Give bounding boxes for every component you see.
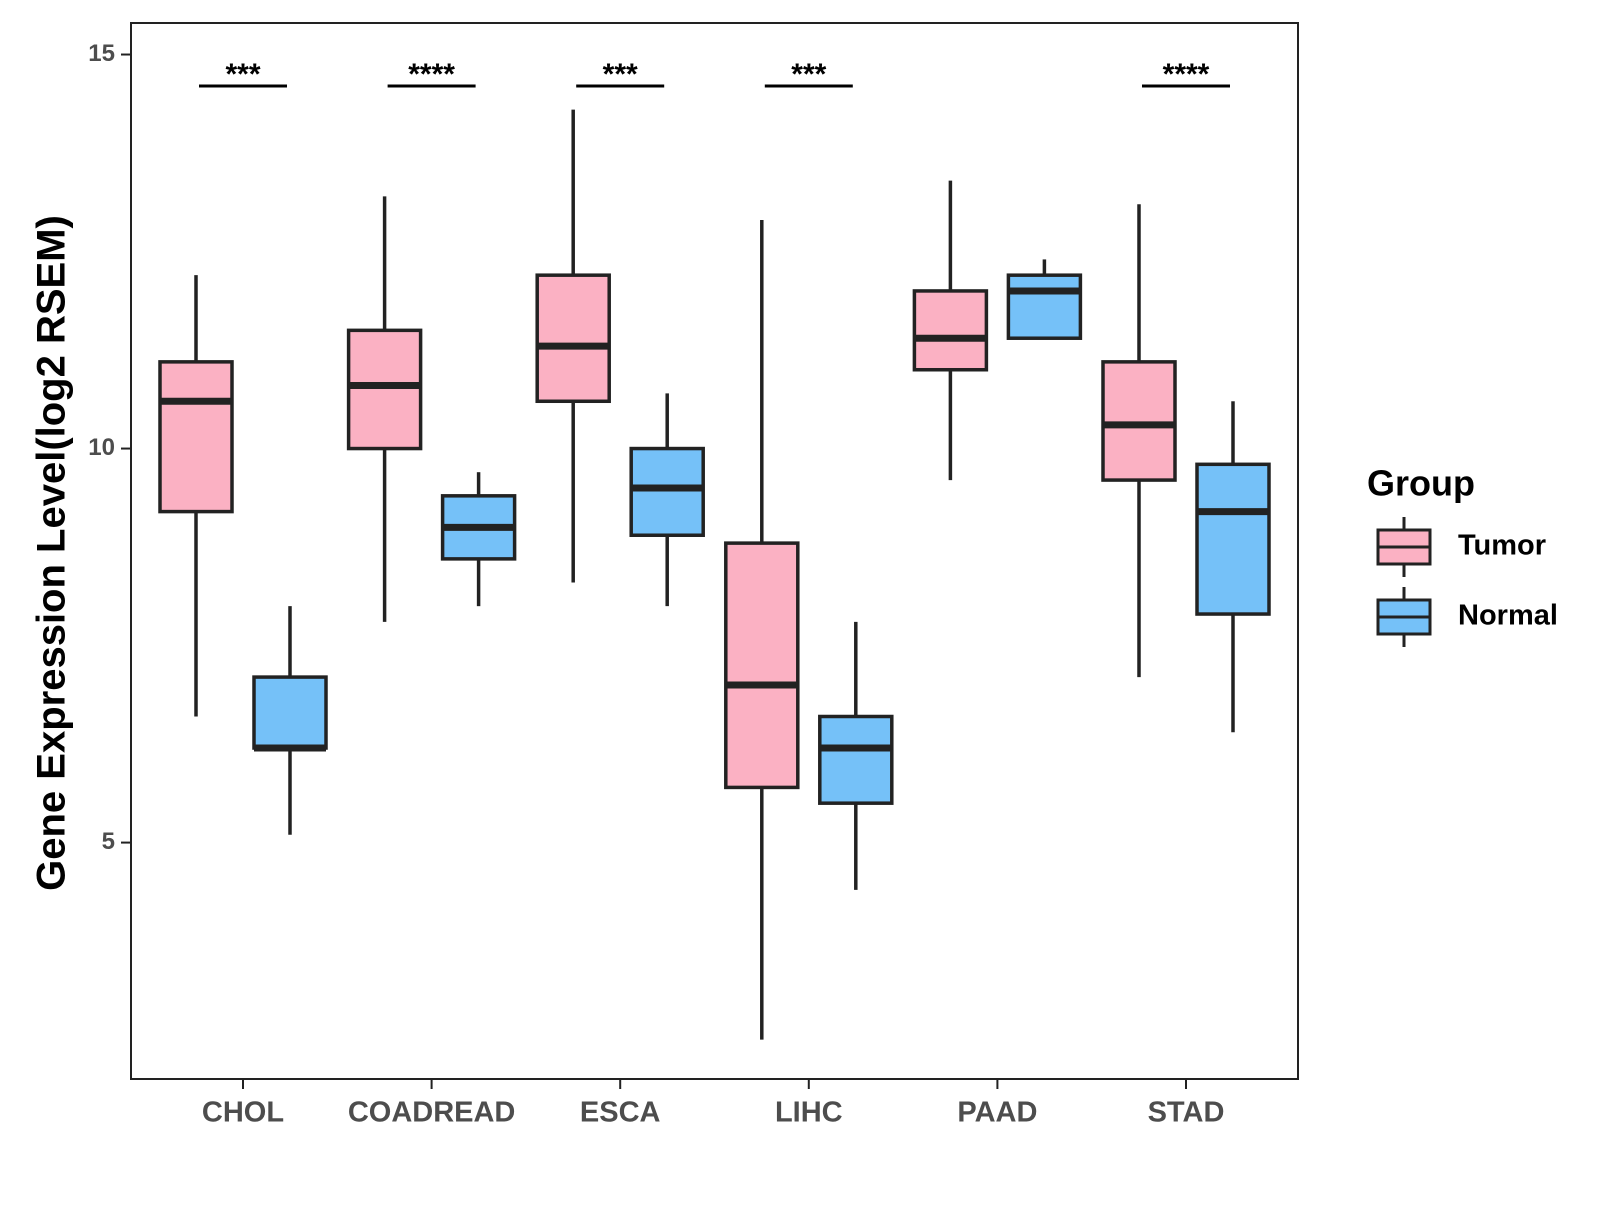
box-tumor-chol: [158, 275, 234, 717]
box-normal-paad: [1006, 259, 1083, 340]
x-tick-label: LIHC: [775, 1097, 843, 1129]
plot-panel-border: [130, 22, 1299, 1080]
significance-label: ****: [408, 58, 455, 91]
box-normal-lihc: [818, 621, 894, 890]
x-tick-label: CHOL: [202, 1097, 284, 1129]
x-tick-label: ESCA: [580, 1097, 661, 1129]
box-tumor-stad: [1101, 204, 1177, 678]
box-tumor-esca: [535, 109, 611, 583]
box-tumor-paad: [912, 180, 989, 481]
box-body: [724, 541, 800, 790]
legend-key-normal: [1376, 587, 1432, 647]
box-body: [912, 289, 989, 372]
y-tick-label: 15: [88, 40, 115, 67]
x-tick-label: PAAD: [957, 1097, 1037, 1129]
y-tick-label: 5: [102, 828, 115, 855]
significance-label: ***: [791, 58, 826, 91]
box-body: [535, 273, 611, 404]
significance-label: ***: [603, 58, 638, 91]
box-body: [346, 328, 423, 451]
x-tick-label: STAD: [1148, 1097, 1225, 1129]
box-normal-stad: [1195, 401, 1271, 733]
box-body: [252, 675, 328, 750]
legend-label-normal: Normal: [1458, 600, 1558, 632]
box-normal-chol: [252, 606, 328, 835]
box-tumor-lihc: [724, 220, 800, 1040]
box-normal-coadread: [440, 472, 517, 607]
box-normal-esca: [629, 393, 705, 607]
box-body: [1006, 273, 1083, 340]
y-axis-title: Gene Expression Level(log2 RSEM): [30, 215, 74, 891]
legend: Group Tumor Normal: [1367, 463, 1558, 647]
legend-label-tumor: Tumor: [1458, 530, 1546, 562]
y-tick-label: 10: [88, 434, 115, 461]
legend-key-tumor: [1376, 517, 1432, 577]
legend-title: Group: [1367, 463, 1475, 504]
box-body: [629, 446, 705, 537]
x-tick-label: COADREAD: [348, 1097, 516, 1129]
box-body: [1101, 360, 1177, 482]
box-tumor-coadread: [346, 196, 423, 622]
box-body: [158, 360, 234, 514]
significance-label: ****: [1163, 58, 1210, 91]
box-body: [1195, 462, 1271, 616]
significance-label: ***: [225, 58, 260, 91]
box-body: [818, 714, 894, 805]
